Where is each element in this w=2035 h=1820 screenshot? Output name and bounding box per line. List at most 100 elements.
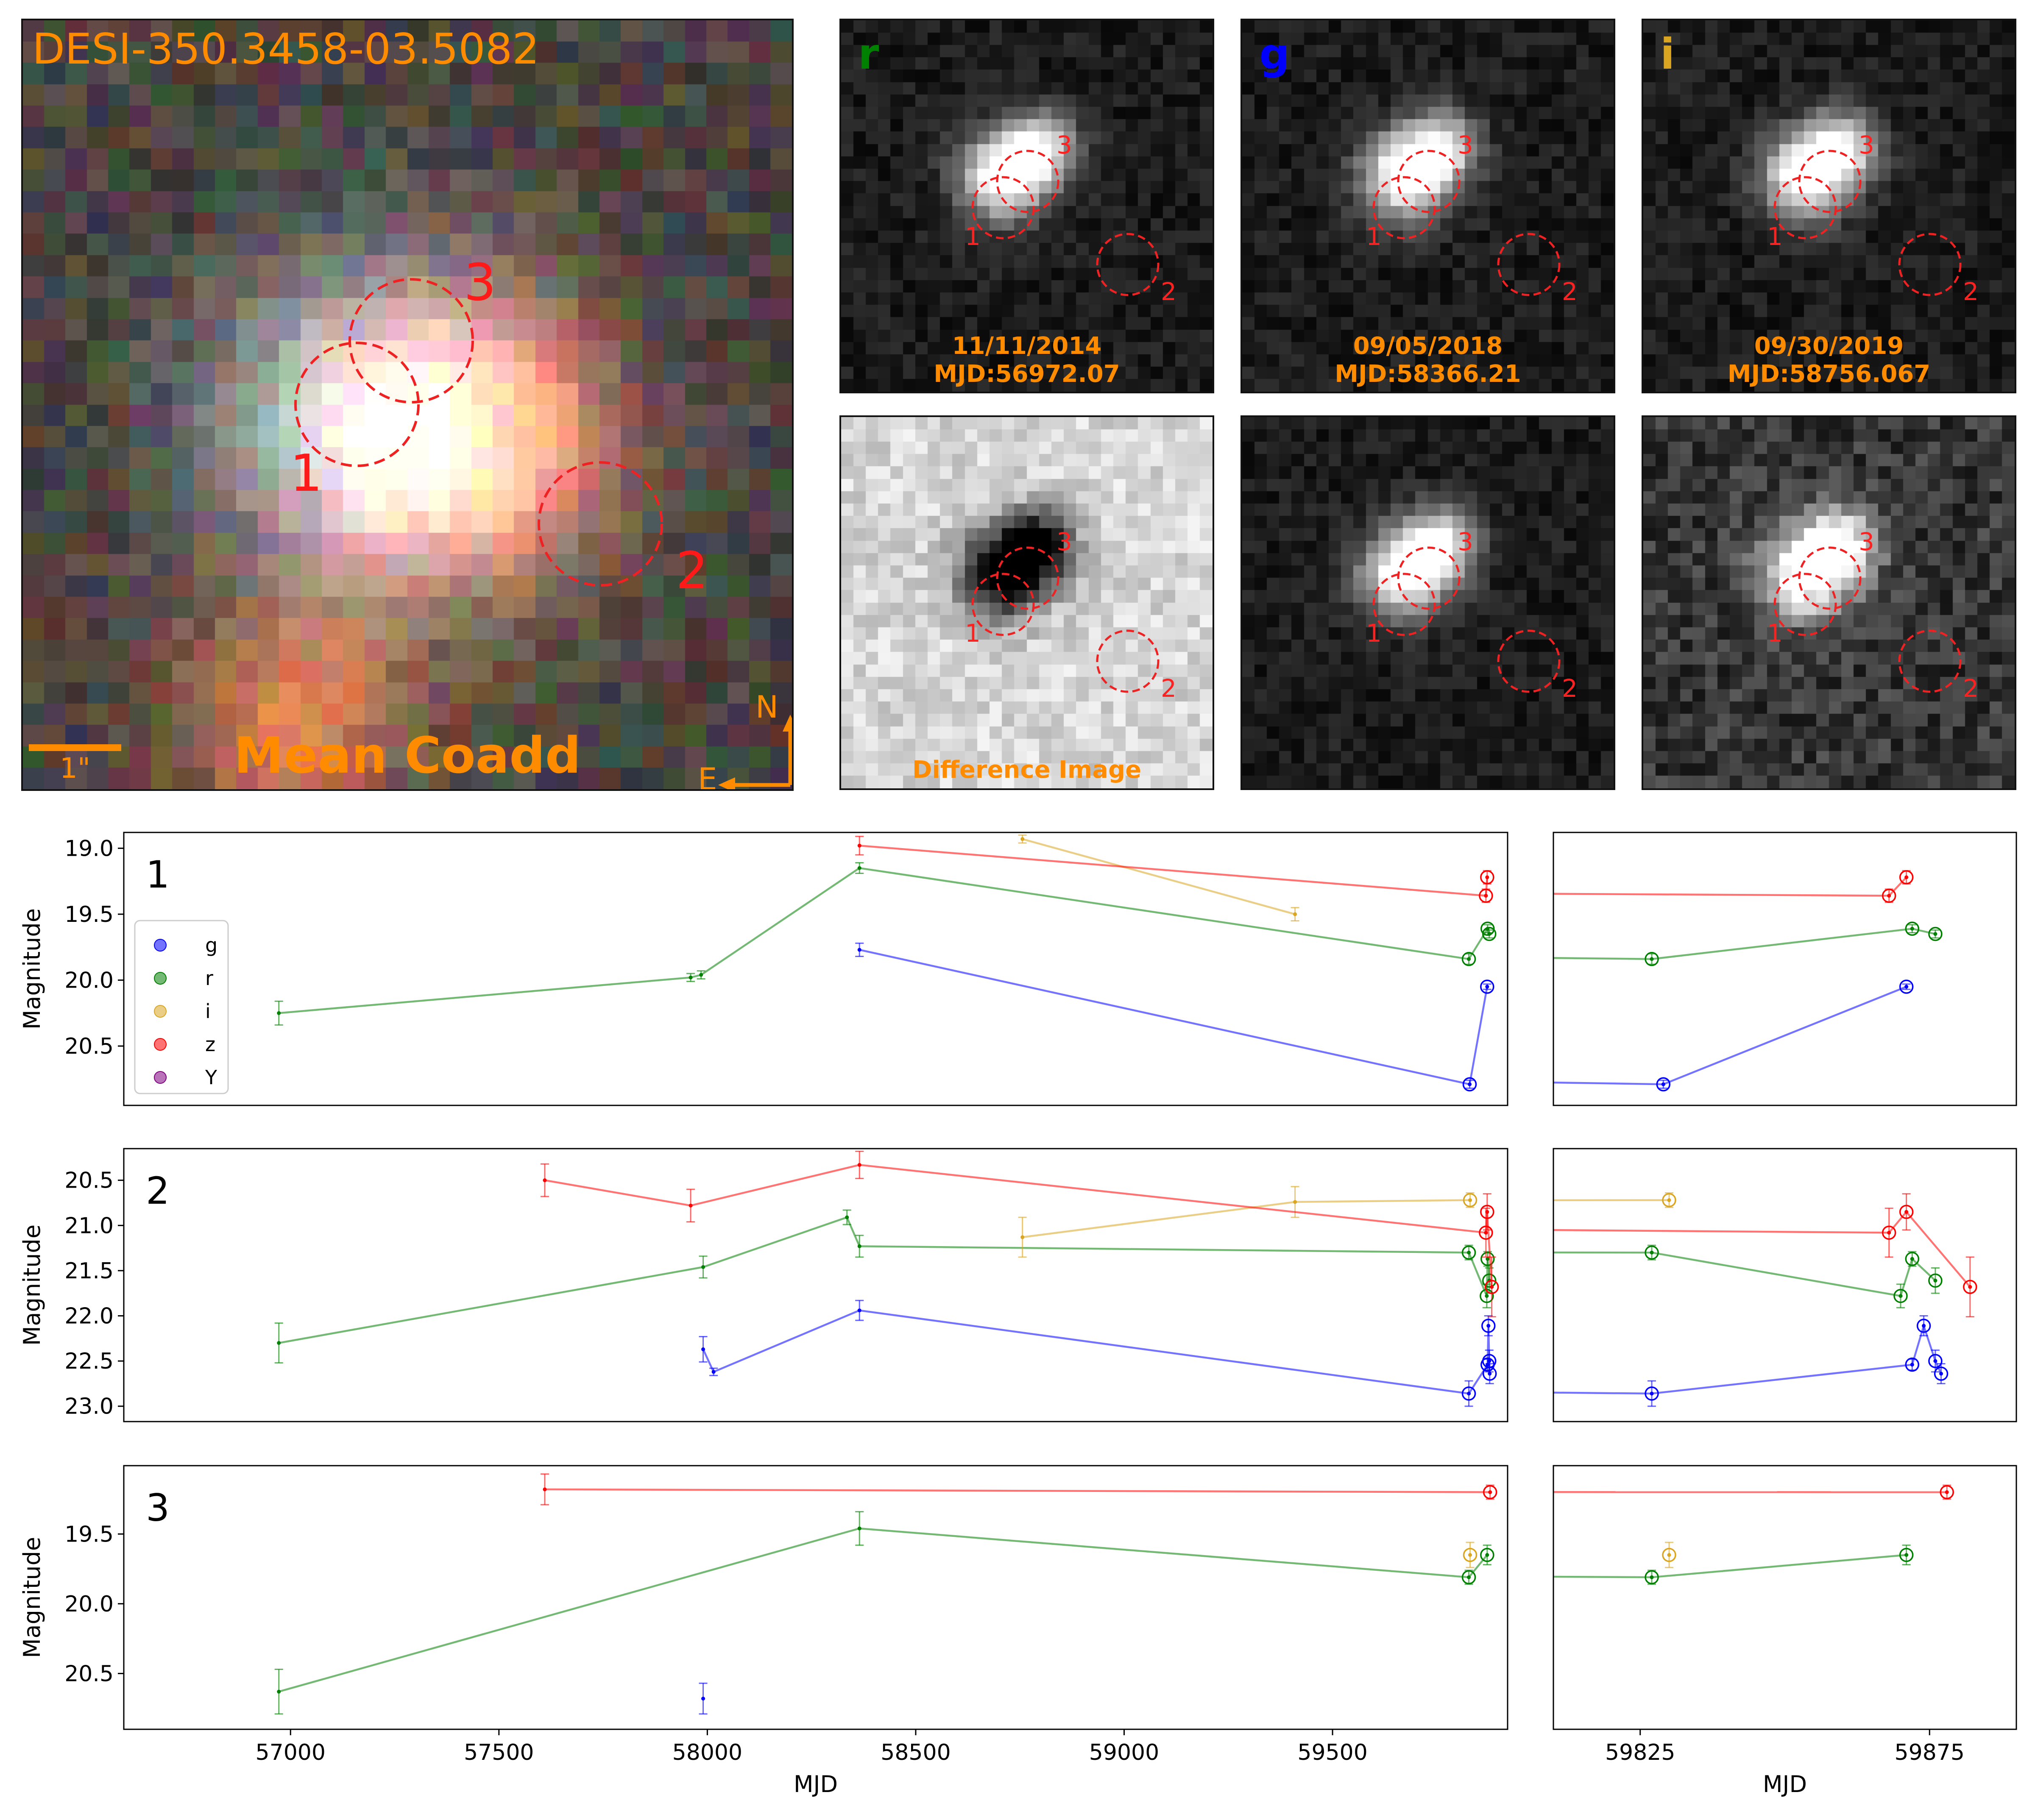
data-point-g — [1916, 1315, 1931, 1336]
data-point-r — [686, 973, 695, 982]
panel-number: 1 — [146, 853, 170, 896]
axes-frame — [1553, 832, 2017, 1106]
data-point-r — [855, 1235, 864, 1258]
series-line-z — [544, 1488, 1490, 1493]
r-band-image — [841, 20, 1213, 392]
aperture-label-3: 3 — [1458, 527, 1473, 556]
x-tick-label: 57500 — [464, 1740, 534, 1765]
data-point-z — [1882, 1208, 1896, 1258]
data-point-r — [1480, 1544, 1494, 1566]
data-point-i — [1018, 1216, 1027, 1258]
y-tick-label: 20.5 — [64, 1661, 114, 1686]
x-axis-label: MJD — [1763, 1771, 1807, 1798]
i-band-date: 09/30/2019 — [1754, 332, 1904, 360]
g-band-apertures: 1 2 3 — [1366, 131, 1578, 306]
aperture-label-2: 2 — [1161, 674, 1176, 703]
data-point-r — [1928, 1267, 1943, 1294]
g-band-mjd: MJD:58366.21 — [1335, 360, 1521, 388]
data-point-g — [1899, 980, 1914, 994]
data-point-r — [1905, 921, 1920, 936]
series-line-z — [1553, 1210, 1971, 1288]
aperture-label-2: 2 — [1963, 674, 1979, 703]
data-point-z — [1899, 1193, 1914, 1231]
data-point-z — [1483, 1484, 1497, 1500]
axes-frame — [123, 1148, 1508, 1422]
data-point-z — [1882, 888, 1896, 903]
data-point-g — [709, 1367, 718, 1376]
aperture-label-3: 3 — [1859, 131, 1874, 159]
aperture-3 — [348, 278, 474, 404]
x-tick-label: 58000 — [672, 1740, 742, 1765]
aperture-1 — [1773, 573, 1837, 636]
data-point-r — [1899, 1544, 1914, 1566]
data-point-r — [1461, 1570, 1476, 1585]
data-point-r — [1480, 1251, 1495, 1267]
panel-number: 3 — [146, 1486, 170, 1530]
series-line-r — [279, 1527, 1488, 1693]
series-line-r — [1553, 927, 1936, 960]
y-tick-label: 20.0 — [64, 968, 114, 993]
data-point-g — [855, 942, 864, 957]
r-band-cutout: 1 2 3 r 11/11/2014 MJD:56972.07 — [839, 19, 1214, 393]
series-line-r — [1553, 1251, 1936, 1297]
data-point-g — [855, 1300, 864, 1321]
series-line-r — [1553, 1554, 1907, 1578]
series-line-r — [279, 1216, 1490, 1344]
y-tick-label: 22.0 — [64, 1304, 114, 1329]
r-band-date: 11/11/2014 — [952, 332, 1102, 360]
series-line-i — [1022, 838, 1296, 916]
data-point-g — [1645, 1380, 1659, 1407]
coadd-label: Mean Coadd — [234, 726, 581, 785]
legend-label-g: g — [205, 934, 217, 957]
cutout-row2-right-image — [1643, 417, 2015, 788]
aperture-3 — [996, 546, 1059, 610]
aperture-label-1: 1 — [1366, 619, 1382, 648]
series-line-z — [859, 844, 1489, 897]
difference-cutout: 1 2 3 Difference Image — [839, 415, 1214, 790]
y-tick-label: 19.5 — [64, 1522, 114, 1547]
data-point-z — [540, 1163, 549, 1197]
data-point-g — [1482, 1363, 1497, 1384]
y-tick-label: 21.0 — [64, 1213, 114, 1238]
aperture-1 — [294, 342, 420, 467]
axes-frame — [123, 1465, 1508, 1730]
series-line-z — [544, 1164, 1493, 1287]
aperture-label-1: 1 — [1366, 222, 1382, 251]
legend-marker-i — [154, 1005, 167, 1018]
y-axis-label: Magnitude — [19, 1224, 45, 1346]
light-curve-panel-3: 19.5 20.0 20.5 Magnitude 3 57000 57500 58000 585… — [19, 1465, 2017, 1798]
aperture-label-2: 2 — [1562, 674, 1578, 703]
object-name: DESI-350.3458-03.5082 — [32, 24, 539, 74]
legend-marker-r — [154, 972, 167, 985]
data-point-g — [1462, 1077, 1477, 1091]
aperture-label-1: 1 — [1767, 619, 1783, 648]
legend-label-Y: Y — [205, 1066, 217, 1089]
data-point-i — [1018, 834, 1027, 844]
y-tick-label: 20.0 — [64, 1592, 114, 1617]
y-tick-label: 20.5 — [64, 1034, 114, 1059]
aperture-label-2: 2 — [1562, 277, 1578, 306]
aperture-label-3: 3 — [1859, 527, 1874, 556]
i-band-mjd: MJD:58756.067 — [1727, 360, 1931, 388]
north-label: N — [755, 689, 778, 725]
aperture-label-1: 1 — [290, 444, 322, 503]
legend-label-z: z — [205, 1033, 215, 1056]
aperture-2 — [538, 461, 663, 587]
data-point-r — [274, 1322, 283, 1364]
light-curve-panel-2: 20.5 21.0 21.5 22.0 22.5 23.0 Magnitude 2 — [19, 1148, 2017, 1422]
data-point-g — [1934, 1363, 1949, 1384]
axes-frame — [1553, 1465, 2017, 1730]
aperture-2 — [1497, 233, 1561, 296]
aperture-2 — [1898, 233, 1962, 296]
difference-label: Difference Image — [912, 756, 1142, 784]
aperture-label-3: 3 — [1057, 527, 1072, 556]
difference-image — [841, 417, 1213, 788]
data-point-i — [1463, 1192, 1477, 1208]
data-point-z — [1963, 1256, 1977, 1318]
data-point-r — [1461, 952, 1476, 966]
scale-label: 1" — [59, 752, 91, 785]
data-point-r — [1928, 927, 1943, 941]
series-line-g — [702, 1309, 1491, 1395]
